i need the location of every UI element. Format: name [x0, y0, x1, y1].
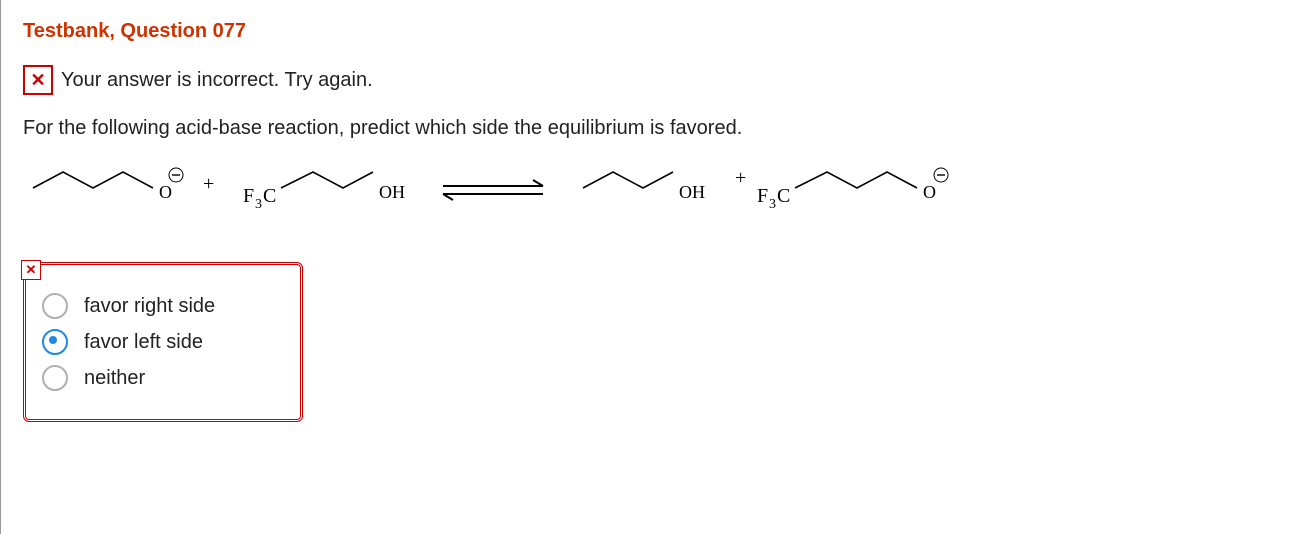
- feedback-row: ✕ Your answer is incorrect. Try again.: [23, 65, 1286, 95]
- options-incorrect-icon: ✕: [21, 260, 41, 280]
- option-label-2: neither: [84, 367, 145, 390]
- option-row-0[interactable]: favor right side: [42, 293, 280, 319]
- x-small-glyph: ✕: [26, 262, 37, 278]
- feedback-text: Your answer is incorrect. Try again.: [61, 69, 373, 92]
- option-row-2[interactable]: neither: [42, 365, 280, 391]
- left-base-o: O: [159, 182, 172, 202]
- option-label-0: favor right side: [84, 295, 215, 318]
- question-container: Testbank, Question 077 ✕ Your answer is …: [0, 0, 1308, 534]
- right-base-o: O: [923, 182, 936, 202]
- question-prompt: For the following acid-base reaction, pr…: [23, 117, 1286, 140]
- r-f3c-c: C: [777, 185, 790, 207]
- radio-1[interactable]: [42, 329, 68, 355]
- f3c-c: C: [263, 185, 276, 207]
- options-wrapper: ✕ favor right side favor left side neith…: [23, 262, 303, 422]
- option-row-1[interactable]: favor left side: [42, 329, 280, 355]
- radio-2[interactable]: [42, 365, 68, 391]
- f3c-f: F: [243, 185, 254, 207]
- f3c-3: 3: [255, 197, 262, 212]
- r-f3c-3: 3: [769, 197, 776, 212]
- equilibrium-arrow: [443, 180, 543, 200]
- radio-0[interactable]: [42, 293, 68, 319]
- right-acid-oh: OH: [679, 182, 705, 202]
- plus-2: +: [735, 167, 746, 189]
- left-acid-oh: OH: [379, 182, 405, 202]
- question-title: Testbank, Question 077: [23, 20, 1286, 43]
- plus-1: +: [203, 173, 214, 195]
- x-glyph: ✕: [30, 70, 45, 91]
- options-box: favor right side favor left side neither: [23, 262, 303, 422]
- r-f3c-f: F: [757, 185, 768, 207]
- reaction-diagram: O + F 3 C OH OH + F 3: [23, 158, 1286, 222]
- incorrect-icon: ✕: [23, 65, 53, 95]
- option-label-1: favor left side: [84, 331, 203, 354]
